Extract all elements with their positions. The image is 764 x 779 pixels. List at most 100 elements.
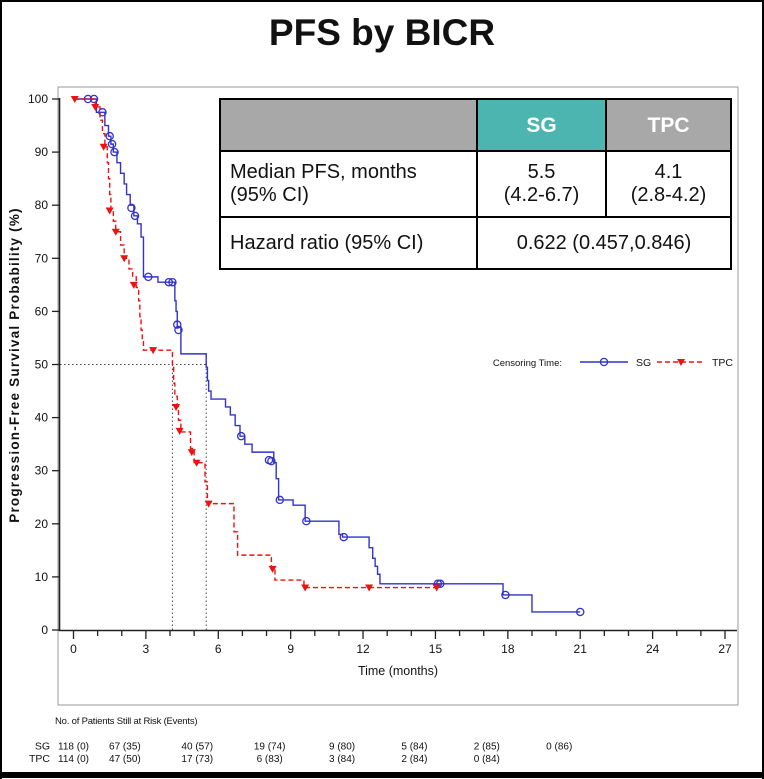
median-pfs-label-line1: Median PFS, months [230, 161, 417, 183]
censor-circle-icon [575, 607, 585, 617]
summary-table-sg-header: SG [476, 98, 607, 152]
censor-triangle-icon [91, 103, 100, 111]
median-pfs-label-line2: (95% CI) [230, 184, 309, 206]
risk-table-title: No. of Patients Still at Risk (Events) [55, 716, 197, 727]
legend-tpc-label: TPC [712, 357, 733, 369]
legend-sg-label: SG [636, 357, 651, 369]
censor-circle-icon [105, 131, 114, 141]
censor-triangle-icon [365, 584, 374, 592]
censor-triangle-icon [99, 143, 108, 151]
censor-circle-icon [127, 203, 136, 213]
legend-sg-marker-icon [599, 357, 609, 367]
y-axis-label: Progression-Free Survival Probability (%… [7, 207, 22, 523]
sg-curve [73, 94, 585, 617]
svg-text:27: 27 [718, 642, 732, 656]
svg-text:70: 70 [35, 251, 49, 265]
median-reference-lines [60, 364, 207, 630]
svg-text:0: 0 [41, 623, 48, 637]
censor-triangle-icon [432, 584, 441, 592]
censor-triangle-icon [70, 96, 79, 103]
risk-value: 5 (84) [401, 742, 427, 753]
tpc-step-line [73, 98, 441, 589]
median-pfs-label: Median PFS, months (95% CI) [219, 150, 478, 218]
svg-text:40: 40 [35, 411, 49, 425]
sg-step-line [73, 98, 581, 613]
risk-value: 0 (86) [546, 742, 572, 753]
risk-value: 2 (84) [401, 754, 427, 765]
censor-triangle-icon [111, 228, 120, 236]
censor-circle-icon [110, 147, 119, 157]
risk-value: 19 (74) [254, 742, 286, 753]
censor-circle-icon [130, 211, 140, 221]
risk-value: 114 (0) [58, 754, 89, 765]
censor-circle-icon [436, 579, 445, 589]
censor-circle-icon [501, 590, 510, 600]
svg-text:60: 60 [35, 304, 49, 318]
tpc-curve [70, 96, 441, 592]
svg-text:0: 0 [70, 642, 77, 656]
legend-title: Censoring Time: [493, 358, 562, 369]
svg-text:24: 24 [646, 642, 660, 656]
censor-triangle-icon [105, 207, 114, 215]
risk-value: 47 (50) [109, 754, 141, 765]
svg-text:90: 90 [35, 145, 49, 159]
svg-text:100: 100 [28, 92, 48, 106]
svg-text:18: 18 [501, 642, 515, 656]
svg-text:50: 50 [35, 358, 49, 372]
risk-value: 9 (80) [329, 742, 355, 753]
summary-table-empty-header [219, 98, 478, 152]
censor-circle-icon [144, 272, 153, 282]
risk-value: 40 (57) [181, 742, 213, 753]
page-title: PFS by BICR [268, 12, 496, 53]
bottom-border [2, 772, 762, 778]
censor-triangle-icon [301, 584, 310, 592]
hazard-ratio-label: Hazard ratio (95% CI) [219, 216, 478, 270]
axes: 0 3 6 9 12 15 18 21 24 27 0 10 20 30 40 50 60 70 80 90 100 Ti… [7, 92, 737, 678]
svg-text:10: 10 [35, 570, 49, 584]
risk-row-label: SG [35, 741, 50, 753]
hazard-ratio-value: 0.622 (0.457,0.846) [476, 216, 732, 270]
censor-circle-icon [168, 277, 177, 287]
censor-triangle-icon [129, 281, 138, 289]
censor-circle-icon [267, 456, 276, 466]
median-pfs-sg-value: 5.5 (4.2-6.7) [476, 150, 607, 218]
censor-triangle-icon [175, 427, 184, 435]
censor-circle-icon [302, 516, 311, 526]
summary-table: SG TPC Median PFS, months (95% CI) 5.5 (… [219, 98, 732, 270]
censor-triangle-icon [120, 255, 129, 263]
censor-circle-icon [107, 139, 117, 149]
x-axis-label: Time (months) [358, 664, 438, 678]
censor-circle-icon [236, 431, 246, 441]
svg-text:3: 3 [143, 642, 150, 656]
censor-circle-icon [98, 108, 107, 117]
censor-triangle-icon [204, 500, 213, 508]
censor-triangle-icon [149, 347, 158, 355]
censor-circle-icon [173, 320, 182, 329]
risk-value: 6 (83) [257, 754, 283, 765]
plot-frame [57, 86, 739, 706]
svg-text:6: 6 [215, 642, 222, 656]
legend: Censoring Time: SG TPC [493, 357, 734, 369]
svg-text:30: 30 [35, 464, 49, 478]
censor-circle-icon [275, 495, 285, 505]
risk-value: 67 (35) [109, 742, 141, 753]
risk-value: 3 (84) [329, 754, 355, 765]
risk-table: No. of Patients Still at Risk (Events) SG… [29, 716, 572, 765]
risk-value: 2 (85) [474, 742, 500, 753]
censor-triangle-icon [268, 565, 277, 573]
svg-text:12: 12 [356, 642, 370, 656]
summary-table-tpc-header: TPC [605, 98, 732, 152]
svg-text:15: 15 [429, 642, 443, 656]
legend-tpc-marker-icon [677, 359, 685, 366]
risk-value: 118 (0) [58, 742, 89, 753]
svg-text:9: 9 [287, 642, 294, 656]
censor-triangle-icon [192, 459, 201, 467]
svg-text:80: 80 [35, 198, 49, 212]
risk-row-label: TPC [29, 753, 50, 765]
svg-text:21: 21 [574, 642, 588, 656]
censor-circle-icon [339, 532, 349, 542]
median-pfs-tpc-value: 4.1 (2.8-4.2) [605, 150, 732, 218]
risk-value: 0 (84) [474, 754, 500, 765]
